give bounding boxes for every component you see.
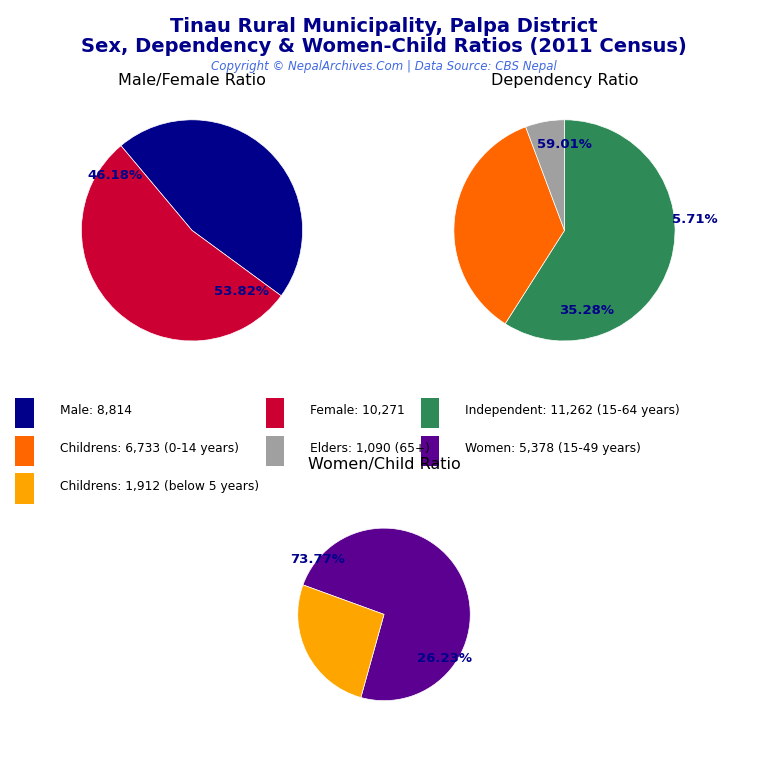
Text: Copyright © NepalArchives.Com | Data Source: CBS Nepal: Copyright © NepalArchives.Com | Data Sou… (211, 60, 557, 73)
Title: Women/Child Ratio: Women/Child Ratio (308, 457, 460, 472)
Text: Childrens: 1,912 (below 5 years): Childrens: 1,912 (below 5 years) (60, 480, 259, 492)
FancyBboxPatch shape (15, 473, 34, 504)
Wedge shape (454, 127, 564, 324)
Text: 35.28%: 35.28% (559, 303, 614, 316)
Wedge shape (525, 120, 564, 230)
Text: Independent: 11,262 (15-64 years): Independent: 11,262 (15-64 years) (465, 405, 680, 417)
Text: 73.77%: 73.77% (290, 553, 345, 565)
Text: Childrens: 6,733 (0-14 years): Childrens: 6,733 (0-14 years) (60, 442, 239, 455)
Text: Women: 5,378 (15-49 years): Women: 5,378 (15-49 years) (465, 442, 641, 455)
Wedge shape (505, 120, 675, 341)
FancyBboxPatch shape (15, 435, 34, 466)
Text: Sex, Dependency & Women-Child Ratios (2011 Census): Sex, Dependency & Women-Child Ratios (20… (81, 37, 687, 56)
Text: 53.82%: 53.82% (214, 285, 270, 298)
Text: Male: 8,814: Male: 8,814 (60, 405, 131, 417)
FancyBboxPatch shape (421, 435, 439, 466)
Text: 46.18%: 46.18% (87, 169, 142, 181)
Text: 59.01%: 59.01% (537, 137, 592, 151)
FancyBboxPatch shape (266, 435, 284, 466)
Wedge shape (303, 528, 470, 700)
Title: Male/Female Ratio: Male/Female Ratio (118, 73, 266, 88)
Wedge shape (81, 146, 281, 341)
Text: Female: 10,271: Female: 10,271 (310, 405, 405, 417)
Wedge shape (121, 120, 303, 296)
FancyBboxPatch shape (266, 398, 284, 429)
Text: Elders: 1,090 (65+): Elders: 1,090 (65+) (310, 442, 430, 455)
FancyBboxPatch shape (421, 398, 439, 429)
Text: 26.23%: 26.23% (417, 652, 472, 665)
Text: 5.71%: 5.71% (672, 213, 718, 226)
Title: Dependency Ratio: Dependency Ratio (491, 73, 638, 88)
Text: Tinau Rural Municipality, Palpa District: Tinau Rural Municipality, Palpa District (170, 17, 598, 36)
FancyBboxPatch shape (15, 398, 34, 429)
Wedge shape (298, 585, 384, 697)
